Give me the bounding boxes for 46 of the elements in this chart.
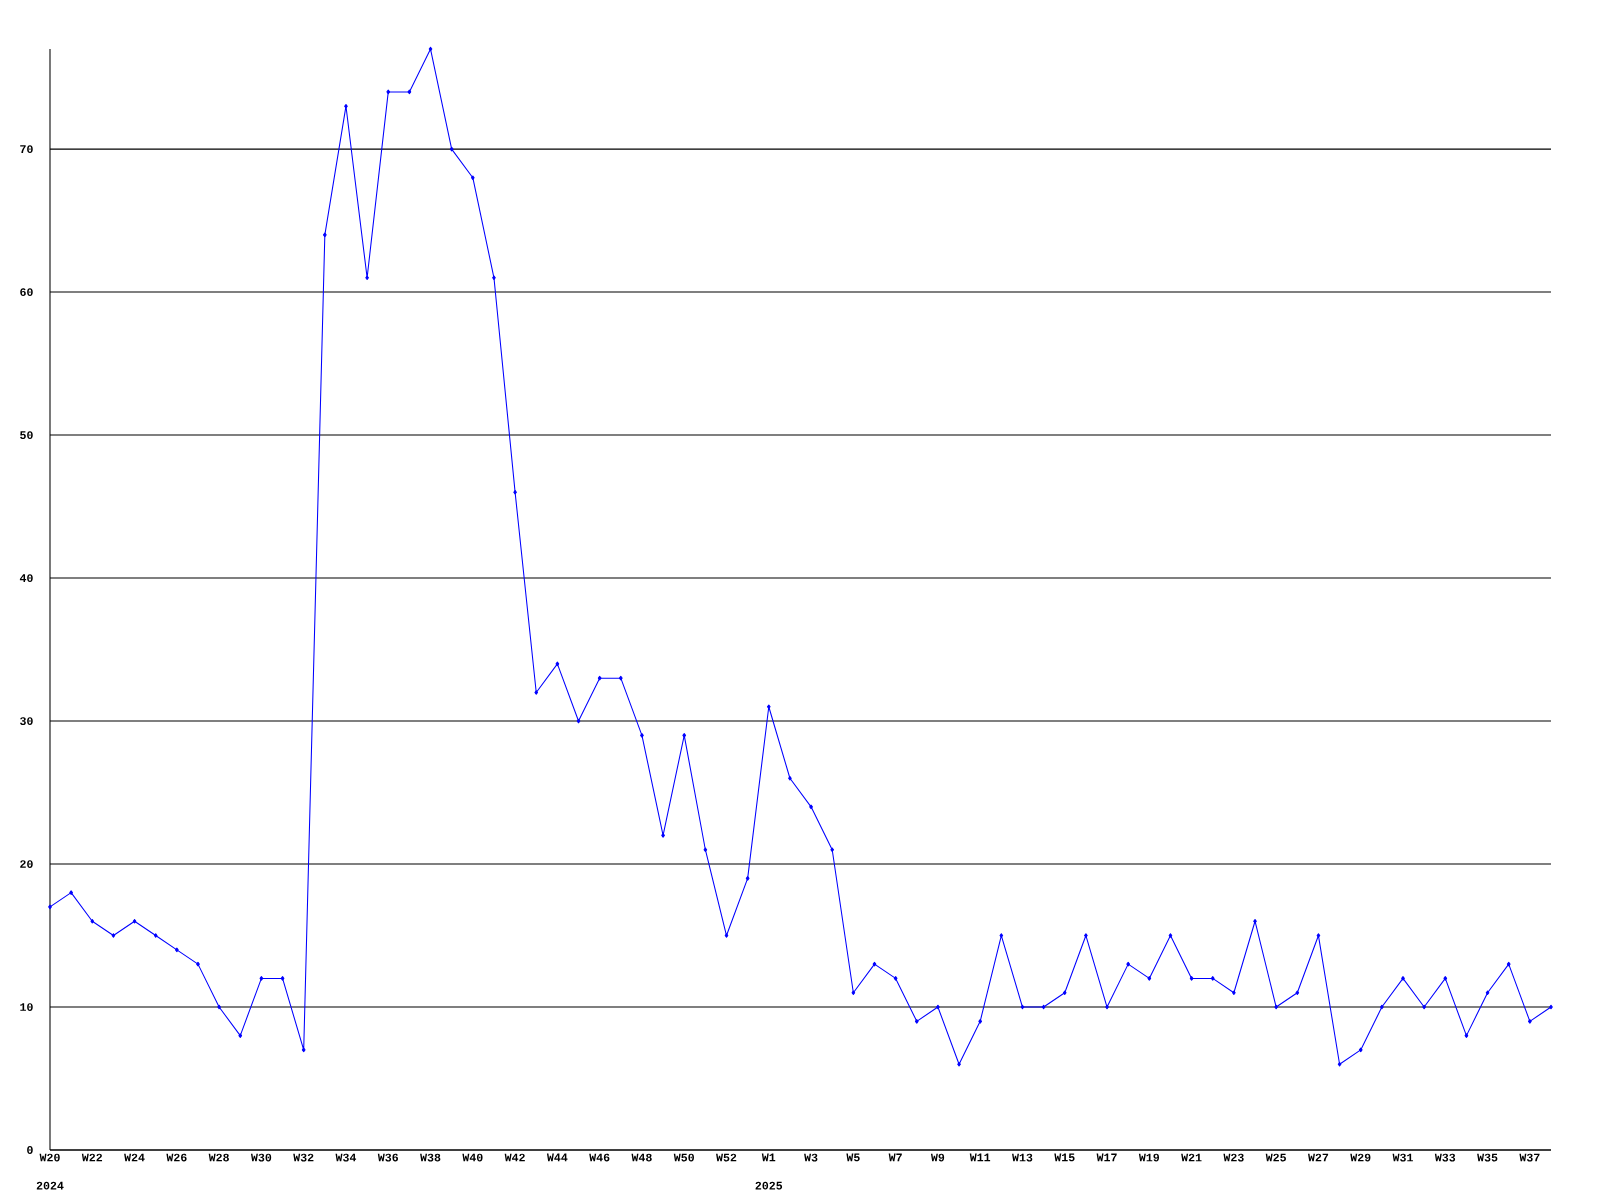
text: 2025 — [755, 1181, 783, 1190]
x-tick-label: W34 — [335, 1153, 357, 1162]
x-tick-label: W28 — [208, 1153, 229, 1162]
x-tick-label: W50 — [673, 1153, 694, 1162]
x-tick-label: W5 — [846, 1153, 860, 1162]
x-tick-label: W30 — [250, 1153, 272, 1162]
text: 2024 — [36, 1181, 64, 1190]
x-tick-label: W40 — [462, 1153, 483, 1162]
y-tick-label: 10 — [20, 1003, 33, 1011]
x-tick-label: W37 — [1519, 1153, 1540, 1162]
x-tick-label: W25 — [1265, 1153, 1286, 1162]
x-tick-label: W46 — [589, 1153, 610, 1162]
x-tick-label: W31 — [1392, 1153, 1413, 1162]
y-tick-label: 70 — [20, 145, 33, 154]
x-tick-label: W11 — [969, 1153, 991, 1162]
x-tick-label: W21 — [1181, 1153, 1202, 1162]
y-tick-label: 60 — [20, 288, 33, 297]
x-tick-label: W33 — [1434, 1153, 1456, 1162]
x-tick-label: W38 — [420, 1153, 441, 1162]
x-tick-label: W42 — [504, 1153, 525, 1162]
x-tick-label: W7 — [888, 1153, 902, 1162]
x-tick-label: W32 — [293, 1153, 314, 1162]
x-tick-label: W35 — [1477, 1153, 1498, 1162]
y-tick-label: 30 — [20, 717, 33, 725]
x-tick-label: W9 — [930, 1153, 945, 1162]
x-tick-label: W1 — [761, 1153, 776, 1162]
x-tick-label: W36 — [377, 1153, 399, 1162]
x-tick-label: W29 — [1350, 1153, 1371, 1162]
x-tick-label: W22 — [81, 1153, 103, 1162]
y-tick-label: 0 — [27, 1146, 33, 1154]
x-tick-label: W20 — [39, 1153, 60, 1162]
x-tick-label: W27 — [1308, 1153, 1329, 1162]
x-tick-label: W15 — [1054, 1153, 1075, 1162]
x-tick-label: W17 — [1096, 1153, 1117, 1162]
x-tick-label: W26 — [166, 1153, 187, 1162]
y-tick-label: 50 — [20, 431, 33, 440]
x-tick-label: W52 — [716, 1153, 737, 1162]
y-tick-label: 40 — [19, 574, 33, 582]
x-tick-label: W48 — [631, 1153, 652, 1162]
x-tick-label: W24 — [124, 1153, 145, 1162]
y-tick-label: 20 — [20, 860, 33, 868]
x-tick-label: W19 — [1138, 1153, 1160, 1162]
x-tick-label: W44 — [546, 1153, 568, 1162]
x-tick-label: W13 — [1012, 1153, 1033, 1162]
x-tick-label: W23 — [1223, 1153, 1244, 1162]
x-tick-label: W3 — [804, 1153, 818, 1162]
